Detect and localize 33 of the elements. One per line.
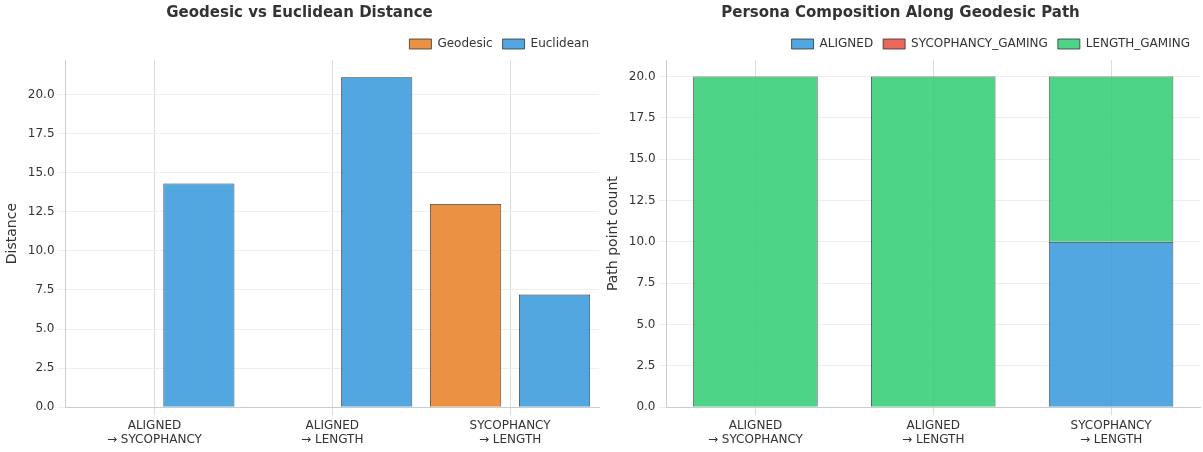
y-tick-label: 12.5 — [628, 192, 656, 207]
y-tick-label: 0.0 — [35, 399, 55, 414]
x-tick-label: ALIGNED → SYCOPHANCY — [106, 417, 203, 446]
y-tick-label: 10.0 — [27, 242, 55, 257]
x-tick-label: SYCOPHANCY → LENGTH — [469, 417, 552, 446]
x-tick-label: ALIGNED → SYCOPHANCY — [707, 417, 804, 446]
y-axis-title: Distance — [3, 202, 20, 265]
x-tick-label: SYCOPHANCY → LENGTH — [1070, 417, 1153, 446]
y-tick-label: 2.5 — [35, 360, 55, 375]
y-tick-label: 10.0 — [628, 233, 656, 248]
legend-label: SYCOPHANCY_GAMING — [911, 36, 1048, 51]
y-tick-label: 15.0 — [628, 151, 656, 166]
chart-title: Geodesic vs Euclidean Distance — [166, 2, 433, 21]
y-tick-label: 2.5 — [636, 357, 656, 372]
legend-label: ALIGNED — [819, 36, 874, 51]
y-axis-title: Path point count — [604, 175, 621, 292]
y-tick-label: 12.5 — [27, 203, 55, 218]
y-tick-label: 5.0 — [35, 321, 55, 336]
x-tick-label: ALIGNED → LENGTH — [902, 417, 965, 446]
legend-label: LENGTH_GAMING — [1085, 36, 1191, 51]
y-tick-label: 17.5 — [27, 125, 55, 140]
y-tick-label: 7.5 — [35, 282, 55, 297]
x-tick-label: ALIGNED → LENGTH — [301, 417, 364, 446]
y-tick-label: 7.5 — [636, 275, 656, 290]
legend-label: Euclidean — [530, 36, 590, 51]
y-tick-label: 5.0 — [636, 316, 656, 331]
chart-title: Persona Composition Along Geodesic Path — [721, 2, 1080, 21]
y-tick-label: 0.0 — [636, 399, 656, 414]
y-tick-label: 17.5 — [628, 109, 656, 124]
y-tick-label: 20.0 — [628, 68, 656, 83]
y-tick-label: 20.0 — [27, 86, 55, 101]
legend-label: Geodesic — [437, 36, 493, 51]
y-tick-label: 15.0 — [27, 164, 55, 179]
